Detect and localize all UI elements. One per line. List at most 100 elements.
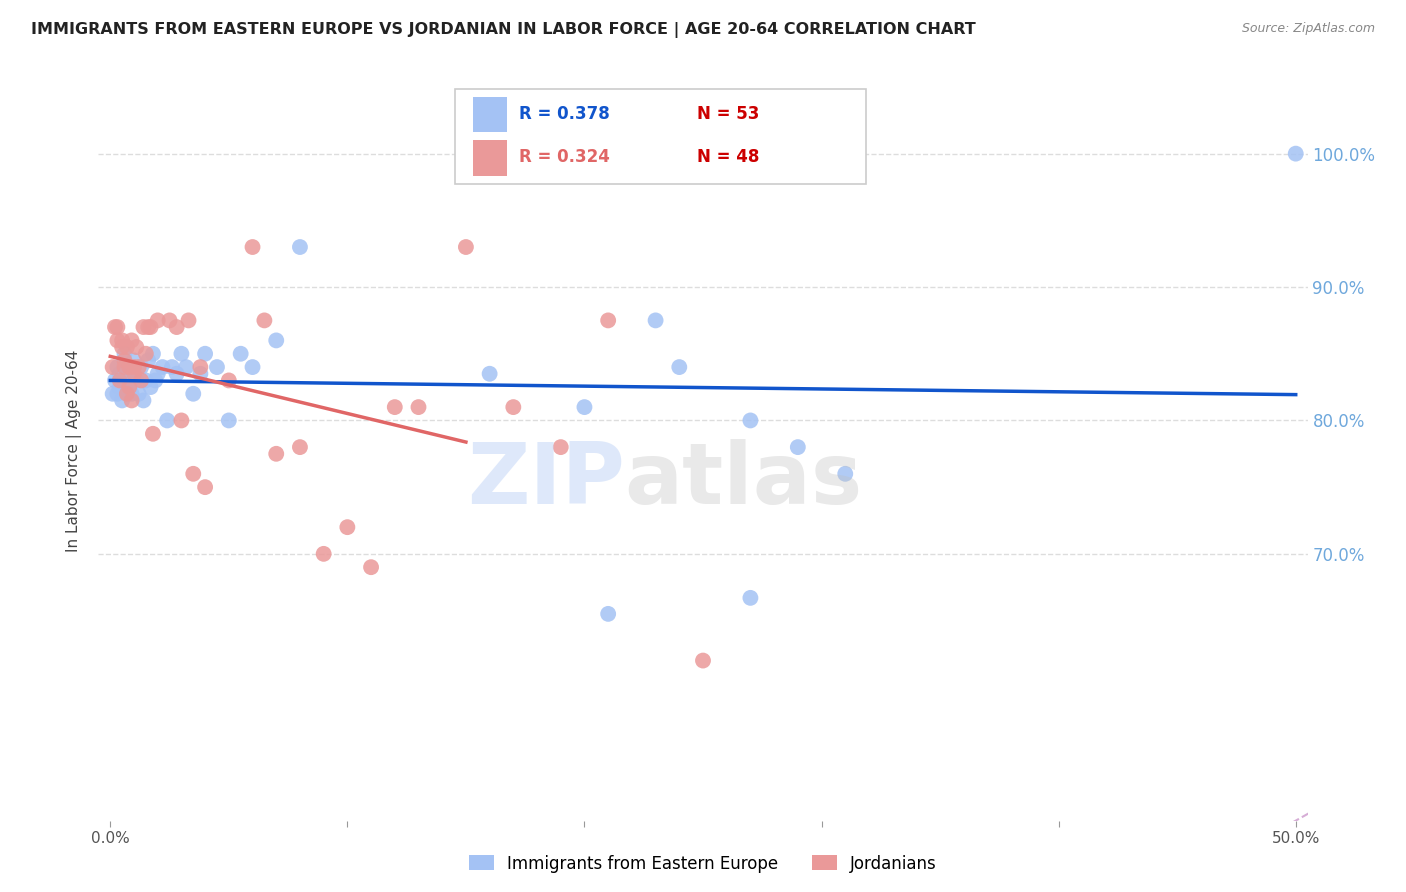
Point [129,360,152,375]
Point [135,373,157,387]
Point [170,413,193,427]
Text: N = 48: N = 48 [697,148,759,166]
Point [111,393,134,408]
Point [114,380,136,394]
Point [194,480,217,494]
Point [108,380,131,394]
Point [121,386,143,401]
Point [668,360,690,375]
Point [104,373,127,387]
Point [105,360,128,375]
Point [242,360,264,375]
Point [111,334,134,348]
Point [644,313,666,327]
Point [288,240,311,254]
Point [122,367,145,381]
Point [550,440,572,454]
Point [1285,146,1308,161]
Text: atlas: atlas [624,439,863,522]
Point [136,353,159,368]
Point [454,240,477,254]
Point [105,320,128,334]
Point [194,347,217,361]
Point [205,360,228,375]
Point [740,591,762,605]
Point [101,386,124,401]
Point [692,654,714,668]
Point [598,607,620,621]
Bar [474,96,508,132]
Point [111,340,134,354]
Point [174,360,197,375]
Point [218,413,240,427]
Point [786,440,808,454]
Point [166,367,188,381]
Point [740,413,762,427]
Point [118,380,141,394]
Point [156,413,179,427]
Point [128,386,150,401]
Point [146,313,169,327]
Point [118,360,141,375]
Y-axis label: In Labor Force | Age 20-64: In Labor Force | Age 20-64 [66,350,83,551]
Point [121,373,143,387]
Text: R = 0.324: R = 0.324 [519,148,610,166]
Point [181,467,204,481]
Point [115,386,138,401]
Point [408,400,430,414]
Point [312,547,335,561]
Point [181,386,204,401]
Point [114,347,136,361]
Point [170,347,193,361]
Point [242,240,264,254]
Point [502,400,524,414]
Point [574,400,596,414]
Text: ZIP: ZIP [467,439,624,522]
Point [132,320,155,334]
Point [129,373,152,387]
Point [136,320,159,334]
Point [132,393,155,408]
Point [159,313,181,327]
Point [264,447,287,461]
Point [121,393,143,408]
Point [336,520,359,534]
Point [253,313,276,327]
Point [218,373,240,387]
Point [146,367,169,381]
Point [135,347,157,361]
Point [834,467,856,481]
Point [142,347,165,361]
Point [264,334,287,348]
Point [114,360,136,375]
Point [118,360,141,375]
Point [111,373,134,387]
Point [598,313,620,327]
Point [104,320,127,334]
Point [360,560,382,574]
Point [142,426,165,441]
Point [105,386,128,401]
Point [384,400,406,414]
Text: N = 53: N = 53 [697,104,759,122]
Point [139,320,162,334]
Point [190,367,212,381]
Point [122,353,145,368]
Point [177,313,200,327]
Point [122,360,145,375]
FancyBboxPatch shape [456,89,866,184]
Point [101,360,124,375]
Point [114,353,136,368]
Point [125,373,148,387]
Point [115,340,138,354]
Text: R = 0.378: R = 0.378 [519,104,610,122]
Point [125,340,148,354]
Point [166,320,188,334]
Point [478,367,501,381]
Point [190,360,212,375]
Point [105,334,128,348]
Point [288,440,311,454]
Point [108,367,131,381]
Point [143,373,166,387]
Point [115,386,138,401]
